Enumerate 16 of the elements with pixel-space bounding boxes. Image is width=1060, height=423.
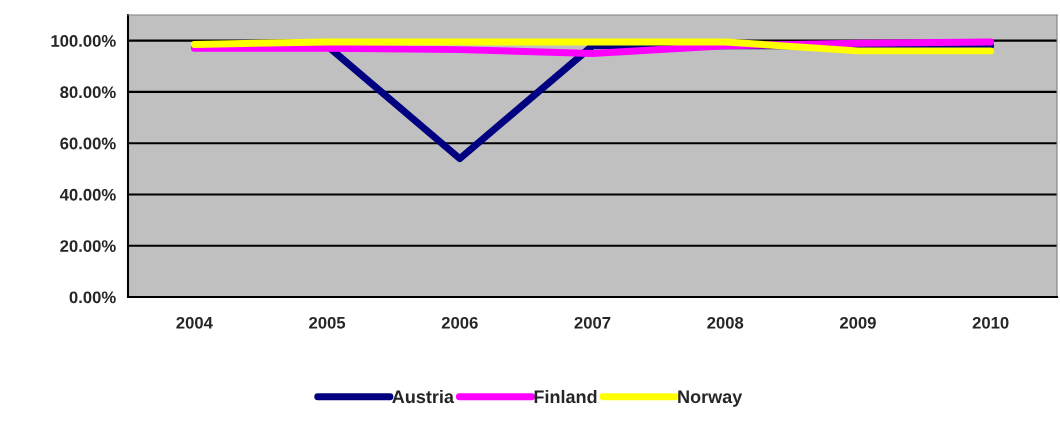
y-tick-label: 20.00% <box>60 240 116 252</box>
legend-label: Austria <box>392 389 455 404</box>
legend-label: Finland <box>534 389 597 404</box>
legend-label: Norway <box>678 390 743 407</box>
y-tick-label: 80.00% <box>60 86 116 99</box>
x-tick-label: 2009 <box>839 316 876 329</box>
y-tick-label: 40.00% <box>59 188 116 201</box>
x-tick-label: 2008 <box>707 316 744 329</box>
y-tick-label: 0.00% <box>69 291 116 304</box>
x-tick-label: 2005 <box>309 316 346 329</box>
x-tick-label: 2004 <box>176 316 213 329</box>
y-tick-label: 60.00% <box>60 137 116 150</box>
y-tick-label: 100.00% <box>51 35 116 47</box>
x-tick-label: 2010 <box>972 316 1009 329</box>
x-tick-label: 2006 <box>441 316 478 329</box>
x-tick-label: 2007 <box>574 316 611 329</box>
